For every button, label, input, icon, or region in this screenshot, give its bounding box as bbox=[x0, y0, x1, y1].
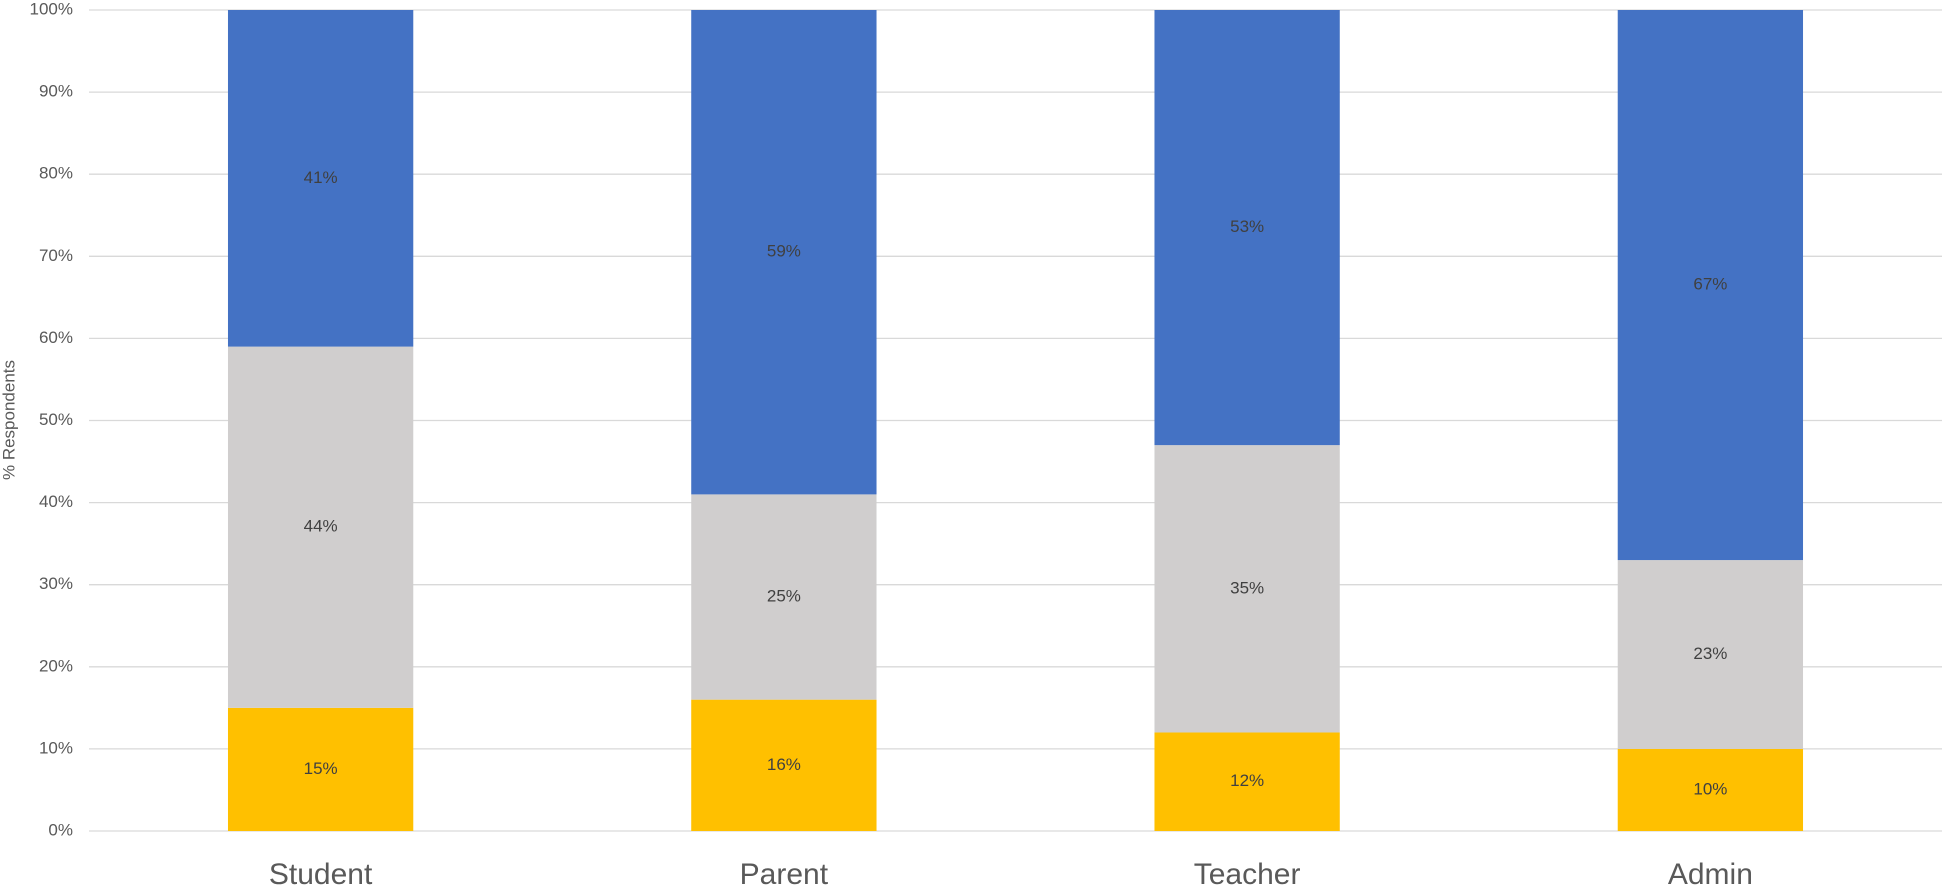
data-label: 10% bbox=[1693, 779, 1727, 798]
y-tick-label: 30% bbox=[39, 574, 73, 593]
y-tick-label: 90% bbox=[39, 82, 73, 101]
bar-segment bbox=[1154, 10, 1340, 446]
data-label: 15% bbox=[304, 759, 338, 778]
data-label: 41% bbox=[304, 168, 338, 187]
y-tick-label: 100% bbox=[30, 0, 73, 18]
y-tick-label: 70% bbox=[39, 246, 73, 265]
bar-segment bbox=[1154, 732, 1340, 831]
y-tick-label: 40% bbox=[39, 492, 73, 511]
x-tick-label: Student bbox=[269, 858, 373, 891]
bar-segment bbox=[1154, 445, 1340, 733]
x-tick-label: Admin bbox=[1668, 858, 1753, 891]
x-tick-label: Teacher bbox=[1194, 858, 1301, 891]
bar-segment bbox=[227, 707, 414, 831]
bar-segment bbox=[1617, 560, 1804, 749]
bar-segment bbox=[1617, 748, 1804, 831]
x-tick-label: Parent bbox=[740, 858, 829, 891]
y-tick-label: 60% bbox=[39, 328, 73, 347]
data-label: 67% bbox=[1693, 275, 1727, 294]
bar-segment bbox=[227, 10, 414, 347]
y-tick-label: 10% bbox=[39, 738, 73, 757]
y-tick-label: 0% bbox=[48, 820, 73, 839]
data-label: 25% bbox=[767, 586, 801, 605]
y-tick-label: 80% bbox=[39, 164, 73, 183]
data-label: 23% bbox=[1693, 644, 1727, 663]
data-label: 16% bbox=[767, 755, 801, 774]
bar-segment bbox=[691, 494, 877, 700]
data-label: 53% bbox=[1230, 217, 1264, 236]
data-label: 44% bbox=[304, 517, 338, 536]
y-axis-label: % Respondents bbox=[0, 360, 18, 480]
y-tick-label: 20% bbox=[39, 656, 73, 675]
bar-segment bbox=[1617, 10, 1804, 561]
y-tick-label: 50% bbox=[39, 410, 73, 429]
bar-segment bbox=[227, 346, 414, 708]
data-label: 35% bbox=[1230, 578, 1264, 597]
data-label: 12% bbox=[1230, 771, 1264, 790]
data-label: 59% bbox=[767, 242, 801, 261]
bar-segment bbox=[691, 699, 877, 831]
bar-segment bbox=[691, 10, 877, 495]
